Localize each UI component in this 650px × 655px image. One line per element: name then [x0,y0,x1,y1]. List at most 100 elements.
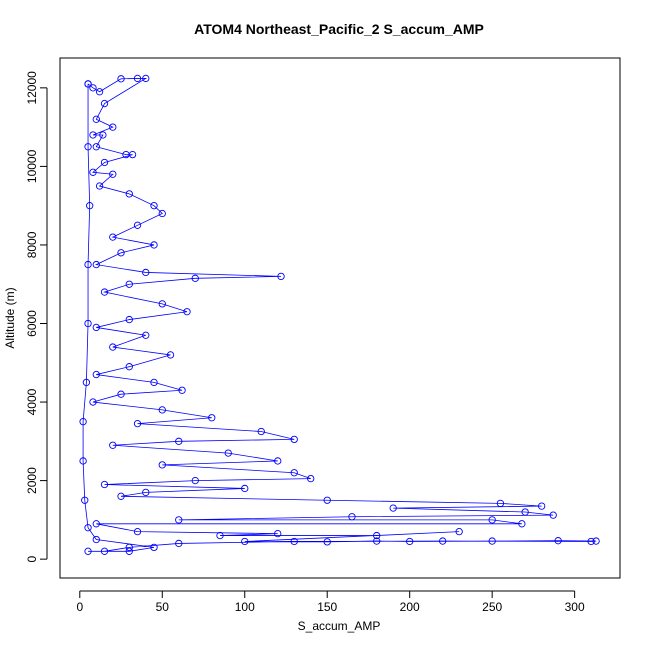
data-point [84,260,92,269]
data-point [92,370,100,379]
x-tick-label: 50 [156,600,170,614]
data-point [455,528,463,536]
data-point [274,457,282,465]
data-point [84,547,92,555]
data-point [373,537,381,545]
data-point [86,202,94,210]
y-tick-label: 8000 [25,231,39,258]
data-point [92,520,100,528]
data-point [133,419,142,428]
data-point [92,143,100,151]
x-tick-label: 300 [565,600,585,614]
data-point [290,469,298,477]
data-point [92,323,100,332]
data-point [84,524,92,532]
data-point [109,233,117,241]
x-tick-label: 150 [317,600,337,614]
x-tick-label: 200 [400,600,420,614]
data-point [125,363,133,371]
data-point [142,268,150,277]
data-point [95,88,104,96]
data-point [117,390,125,398]
data-point [109,441,117,449]
data-point [84,80,92,88]
data-point [175,539,183,548]
data-point [521,508,529,516]
data-point [117,75,125,83]
data-point [323,496,331,504]
data-point [488,516,496,524]
data-point [95,182,104,190]
data-point [549,511,557,519]
data-point [125,543,133,552]
x-tick-label: 250 [482,600,502,614]
data-point [348,513,356,521]
chart-title: ATOM4 Northeast_Pacific_2 S_accum_AMP [194,21,484,37]
data-point [133,528,142,536]
data-point [89,84,97,92]
y-tick-label: 4000 [25,388,39,415]
data-point [224,449,232,457]
data-point [208,414,216,422]
data-point [125,547,133,555]
data-point [142,74,150,83]
data-point [373,531,381,540]
data-point [257,427,265,436]
data-point [109,343,117,351]
data-point [150,543,158,552]
data-point [191,274,199,282]
x-tick-label: 100 [235,600,255,614]
data-point [100,480,109,489]
data-point [150,378,158,387]
data-point [128,150,137,159]
data-point [439,537,447,545]
data-point [125,315,133,324]
data-point [142,331,150,339]
data-point [537,502,546,510]
data-point [142,488,150,497]
data-point [277,272,285,281]
data-point [84,319,92,328]
data-point [307,474,315,483]
data-point [158,406,166,414]
y-tick-label: 2000 [25,467,39,494]
data-point [100,158,109,167]
data-point [150,202,158,210]
data-point [92,260,100,269]
data-point [84,143,92,151]
data-point [92,535,100,544]
data-point [158,209,166,218]
data-point [158,461,166,469]
data-point [117,249,125,257]
data-line [82,78,597,552]
data-point [175,516,183,524]
data-point [290,435,298,444]
x-tick-label: 0 [76,600,83,614]
data-point [175,437,183,445]
data-point [274,529,282,538]
y-tick-label: 0 [25,555,39,562]
data-point [92,115,100,123]
data-point [587,537,595,546]
data-point [592,537,600,545]
data-point [133,74,142,83]
data-point [100,547,109,555]
data-point [389,504,397,512]
data-point [82,378,91,387]
data-point [191,476,199,485]
data-point [99,131,107,139]
data-point [125,280,133,288]
data-point [241,484,249,493]
data-point [109,123,117,131]
data-point [117,492,125,500]
y-tick-label: 12000 [25,71,39,105]
data-point [89,131,97,139]
y-tick-label: 10000 [25,149,39,183]
data-point [109,170,117,178]
data-point [323,538,331,546]
data-point [79,418,87,426]
data-point [488,537,496,545]
data-point [79,457,87,465]
data-point [133,221,142,229]
